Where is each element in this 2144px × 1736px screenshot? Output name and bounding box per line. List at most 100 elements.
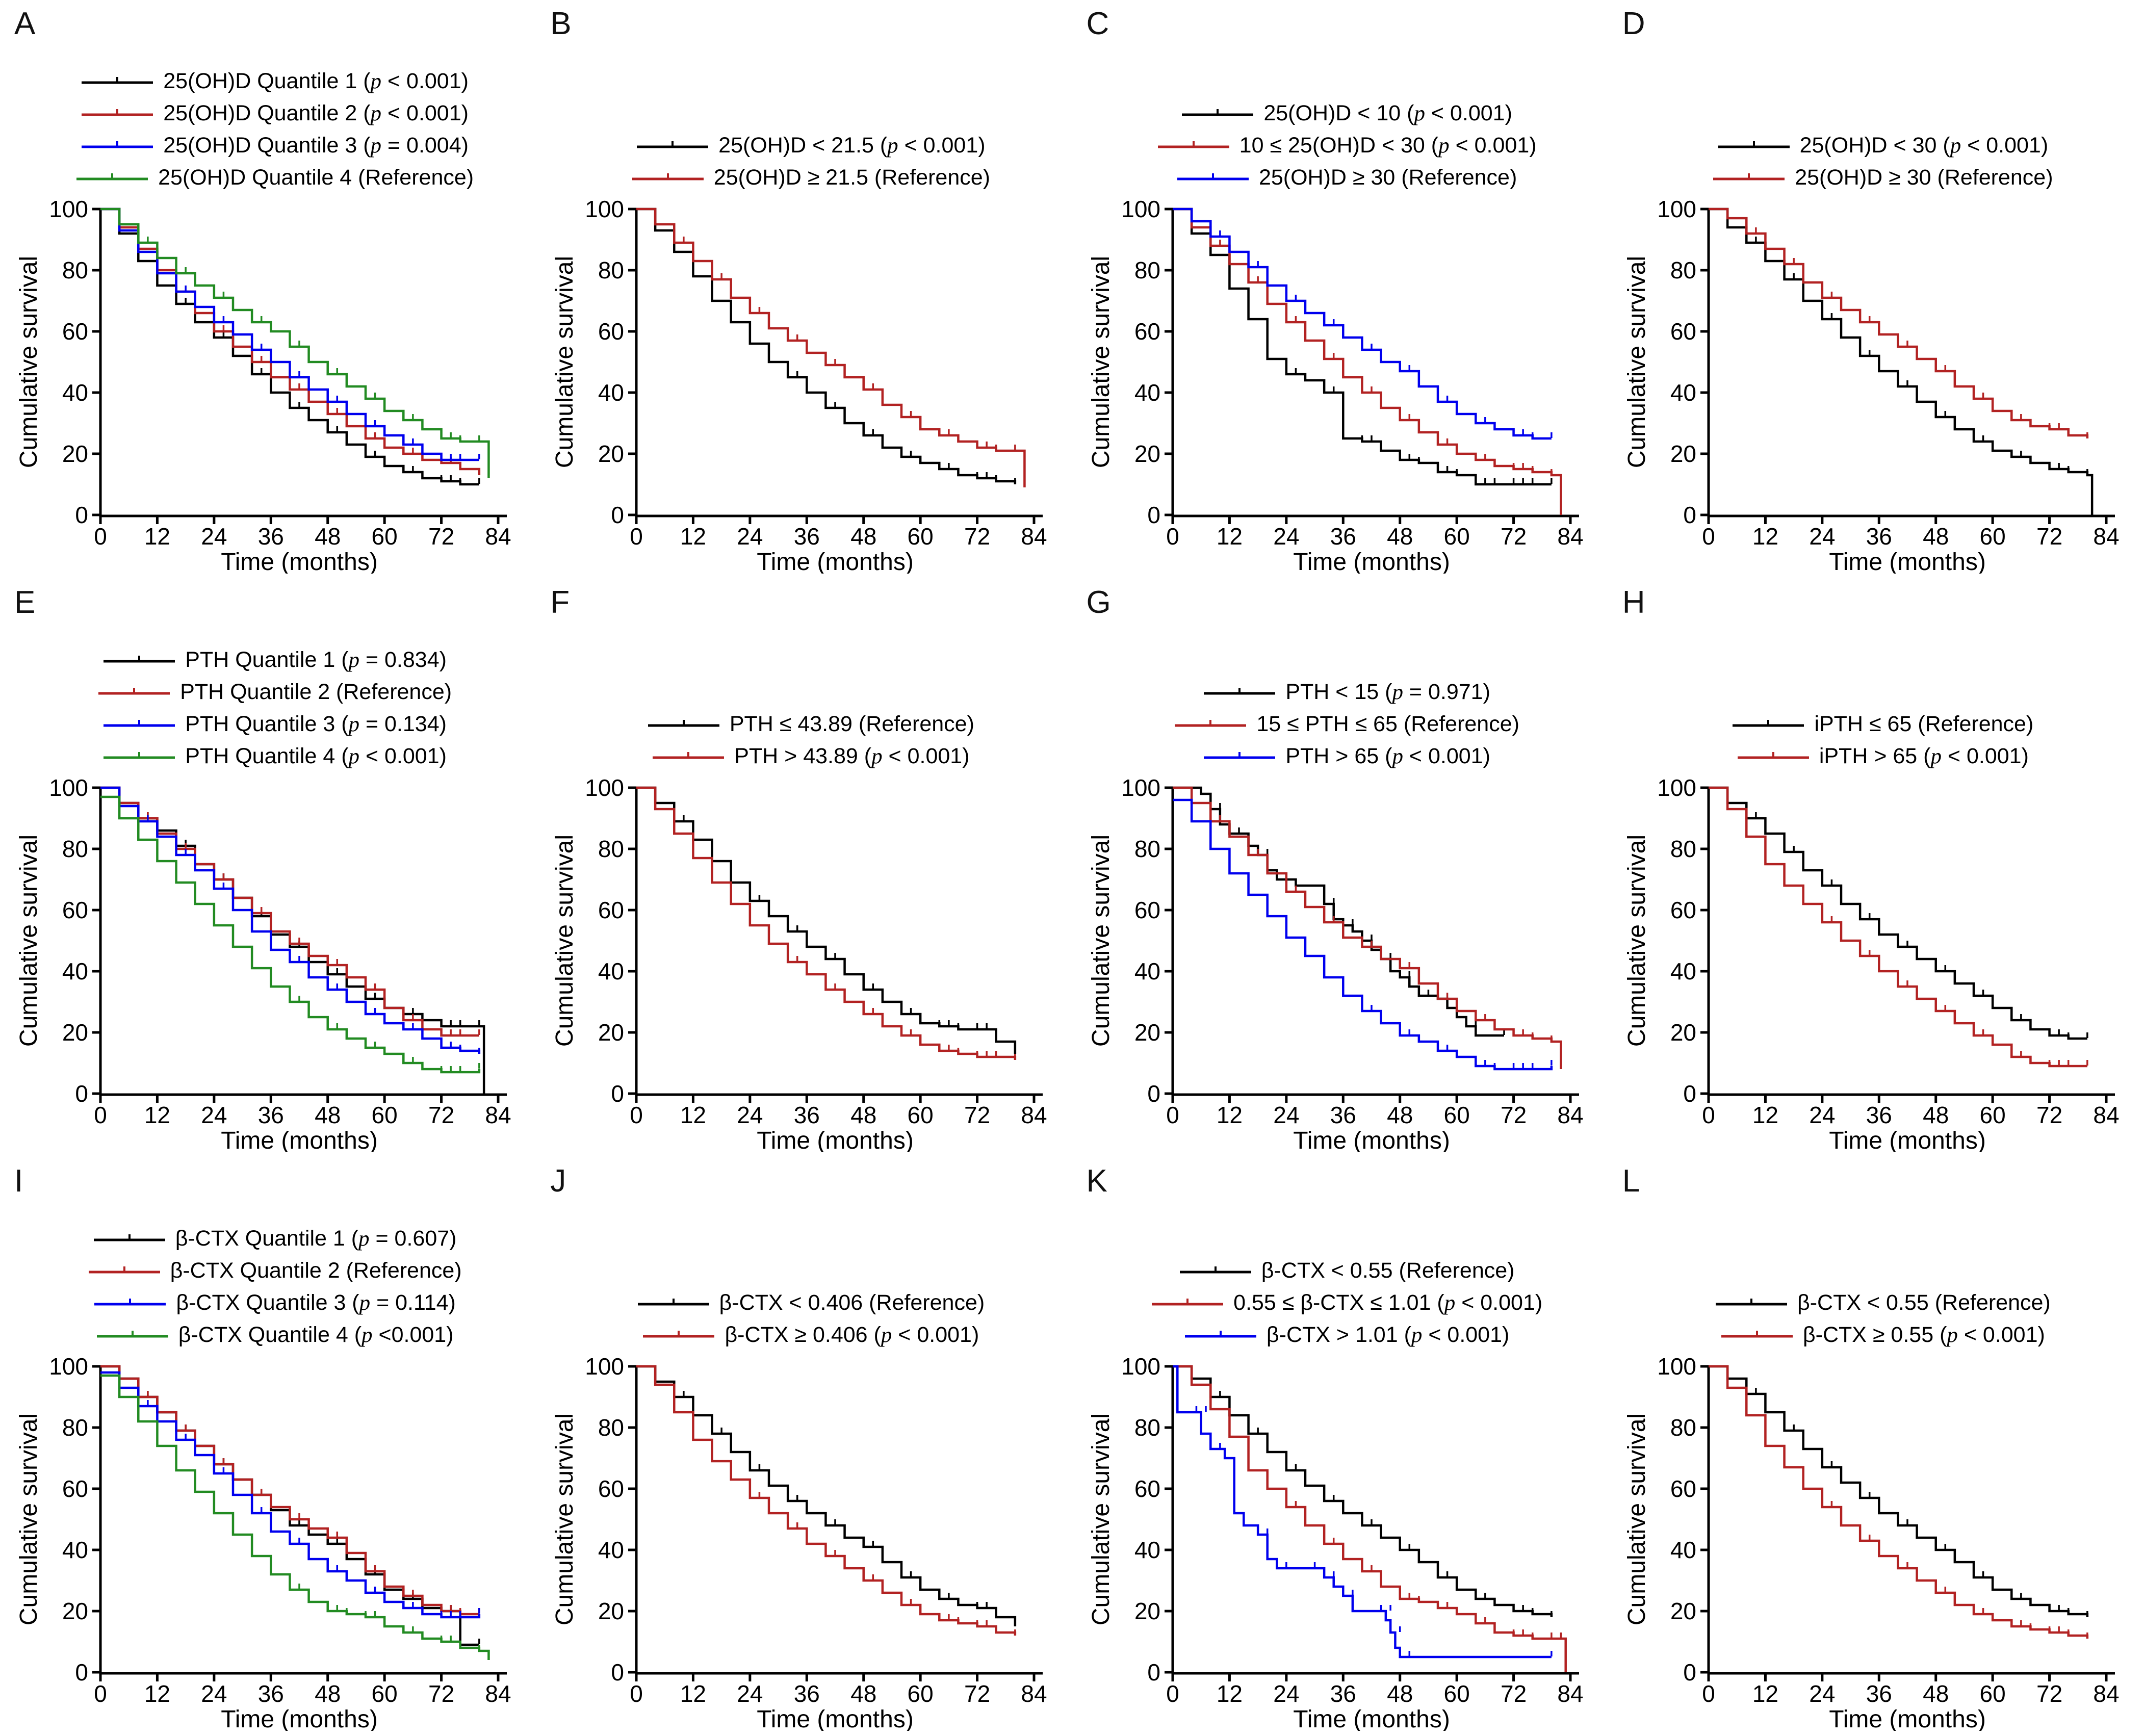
x-axis-label: Time (months)	[221, 549, 378, 574]
panel-E: E PTH Quantile 1 (p = 0.834) PTH Quantile…	[0, 579, 536, 1157]
svg-text:100: 100	[585, 774, 625, 801]
p-value-symbol: p	[1414, 101, 1425, 125]
svg-text:20: 20	[1134, 1598, 1160, 1624]
svg-text:36: 36	[794, 1680, 820, 1707]
legend-item: β-CTX < 0.55 (Reference)	[1179, 1258, 1514, 1283]
panel-letter-G: G	[1086, 585, 1111, 620]
legend-item: PTH Quantile 1 (p = 0.834)	[104, 647, 447, 672]
legend-item: iPTH ≤ 65 (Reference)	[1733, 712, 2033, 737]
legend-item: PTH Quantile 3 (p = 0.134)	[104, 712, 447, 737]
svg-text:72: 72	[964, 523, 990, 550]
km-curve	[1172, 208, 1562, 515]
svg-text:24: 24	[201, 523, 227, 550]
legend-swatch-line	[637, 1298, 709, 1305]
svg-text:40: 40	[1670, 379, 1696, 406]
km-curve	[636, 208, 1026, 487]
p-value-symbol: p	[1930, 744, 1942, 768]
panel-legend: β-CTX < 0.55 (Reference) 0.55 ≤ β-CTX ≤ 1…	[1087, 1198, 1608, 1351]
svg-text:12: 12	[1216, 1102, 1242, 1128]
x-axis-label: Time (months)	[1829, 1706, 1986, 1731]
svg-text:36: 36	[1330, 1680, 1356, 1707]
legend-label: PTH < 15 (p = 0.971)	[1285, 680, 1490, 704]
survival-chart: 0 12 24 36 48 60 72 84 0 20 40 60 80 100 Time (months)…	[16, 774, 511, 1152]
legend-item: β-CTX > 1.01 (p < 0.001)	[1184, 1323, 1509, 1348]
panel-L: L β-CTX < 0.55 (Reference) β-CTX ≥ 0.55 (…	[1608, 1157, 2144, 1736]
svg-text:0: 0	[1147, 1080, 1160, 1107]
survival-chart: 0 12 24 36 48 60 72 84 0 20 40 60 80 100 Time (months)…	[1089, 1353, 1584, 1731]
legend-label: β-CTX < 0.406 (Reference)	[719, 1290, 985, 1315]
svg-text:40: 40	[598, 1537, 624, 1563]
km-curve	[100, 208, 490, 478]
legend-swatch-line	[1184, 1330, 1256, 1337]
svg-text:100: 100	[49, 774, 88, 801]
legend-label: iPTH ≤ 65 (Reference)	[1814, 712, 2034, 736]
svg-text:40: 40	[62, 958, 88, 984]
y-axis-label: Cumulative survival	[552, 256, 578, 468]
legend-label: PTH > 65 (p < 0.001)	[1285, 744, 1490, 768]
legend-swatch-line	[93, 1234, 165, 1241]
svg-text:60: 60	[1134, 318, 1160, 345]
svg-text:0: 0	[611, 1659, 625, 1686]
svg-text:60: 60	[1443, 1680, 1469, 1707]
km-curve	[636, 1365, 1017, 1626]
km-curve	[100, 1374, 490, 1660]
svg-text:100: 100	[49, 196, 88, 222]
svg-text:20: 20	[1670, 441, 1696, 467]
svg-text:80: 80	[1134, 836, 1160, 862]
p-value-symbol: p	[1392, 744, 1403, 768]
y-axis-label: Cumulative survival	[16, 835, 42, 1047]
svg-text:36: 36	[1330, 523, 1356, 550]
km-curve	[1172, 208, 1552, 440]
legend-swatch-line	[1152, 1298, 1224, 1305]
panel-legend: 25(OH)D < 21.5 (p < 0.001) 25(OH)D ≥ 21.5…	[550, 41, 1072, 194]
svg-text:36: 36	[1866, 523, 1892, 550]
svg-text:80: 80	[62, 257, 88, 283]
legend-label: 25(OH)D Quantile 2 (p < 0.001)	[163, 101, 469, 125]
svg-text:40: 40	[62, 379, 88, 406]
legend-item: PTH > 43.89 (p < 0.001)	[653, 744, 970, 769]
panel-legend: PTH < 15 (p = 0.971) 15 ≤ PTH ≤ 65 (Refer…	[1087, 619, 1608, 772]
legend-label: β-CTX Quantile 4 (p <0.001)	[178, 1323, 454, 1347]
legend-item: 25(OH)D < 30 (p < 0.001)	[1718, 133, 2048, 158]
svg-text:12: 12	[1752, 523, 1778, 550]
panel-legend: β-CTX < 0.406 (Reference) β-CTX ≥ 0.406 (…	[550, 1198, 1072, 1351]
legend-swatch-line	[94, 1298, 166, 1305]
svg-text:80: 80	[62, 836, 88, 862]
svg-text:24: 24	[1273, 1680, 1299, 1707]
svg-text:0: 0	[75, 1080, 88, 1107]
svg-text:72: 72	[2036, 1102, 2062, 1128]
p-value-symbol: p	[370, 101, 382, 125]
svg-text:0: 0	[1683, 1659, 1696, 1686]
svg-text:0: 0	[94, 523, 107, 550]
panel-legend: PTH ≤ 43.89 (Reference) PTH > 43.89 (p < …	[550, 619, 1072, 772]
panel-letter-C: C	[1086, 6, 1109, 41]
legend-swatch-line	[1157, 141, 1229, 148]
svg-text:60: 60	[1670, 897, 1696, 923]
p-value-symbol: p	[348, 648, 360, 672]
legend-swatch-line	[1182, 109, 1254, 116]
svg-text:60: 60	[598, 897, 624, 923]
survival-chart: 0 12 24 36 48 60 72 84 0 20 40 60 80 100 Time (months)…	[552, 196, 1047, 574]
legend-swatch-line	[88, 1266, 160, 1273]
survival-chart: 0 12 24 36 48 60 72 84 0 20 40 60 80 100 Time (months)…	[1624, 1353, 2120, 1731]
legend-swatch-line	[96, 1330, 168, 1337]
y-axis-label: Cumulative survival	[16, 1413, 42, 1625]
svg-text:84: 84	[1557, 1102, 1583, 1128]
svg-text:36: 36	[1866, 1102, 1892, 1128]
svg-text:60: 60	[1443, 523, 1469, 550]
svg-text:12: 12	[680, 1102, 706, 1128]
svg-text:100: 100	[1657, 1353, 1696, 1380]
svg-text:60: 60	[598, 318, 624, 345]
svg-text:0: 0	[630, 1680, 643, 1707]
legend-label: 0.55 ≤ β-CTX ≤ 1.01 (p < 0.001)	[1233, 1290, 1543, 1315]
p-value-symbol: p	[1438, 134, 1450, 158]
legend-label: iPTH > 65 (p < 0.001)	[1819, 744, 2029, 768]
legend-swatch-line	[1737, 752, 1809, 759]
legend-item: PTH ≤ 43.89 (Reference)	[648, 712, 974, 737]
p-value-symbol: p	[1392, 680, 1403, 704]
svg-text:60: 60	[1134, 897, 1160, 923]
panel-A: A 25(OH)D Quantile 1 (p < 0.001) 25(OH)D …	[0, 0, 536, 579]
panel-K: K β-CTX < 0.55 (Reference) 0.55 ≤ β-CTX ≤…	[1072, 1157, 1608, 1736]
svg-text:72: 72	[2036, 1680, 2062, 1707]
svg-text:48: 48	[850, 523, 876, 550]
